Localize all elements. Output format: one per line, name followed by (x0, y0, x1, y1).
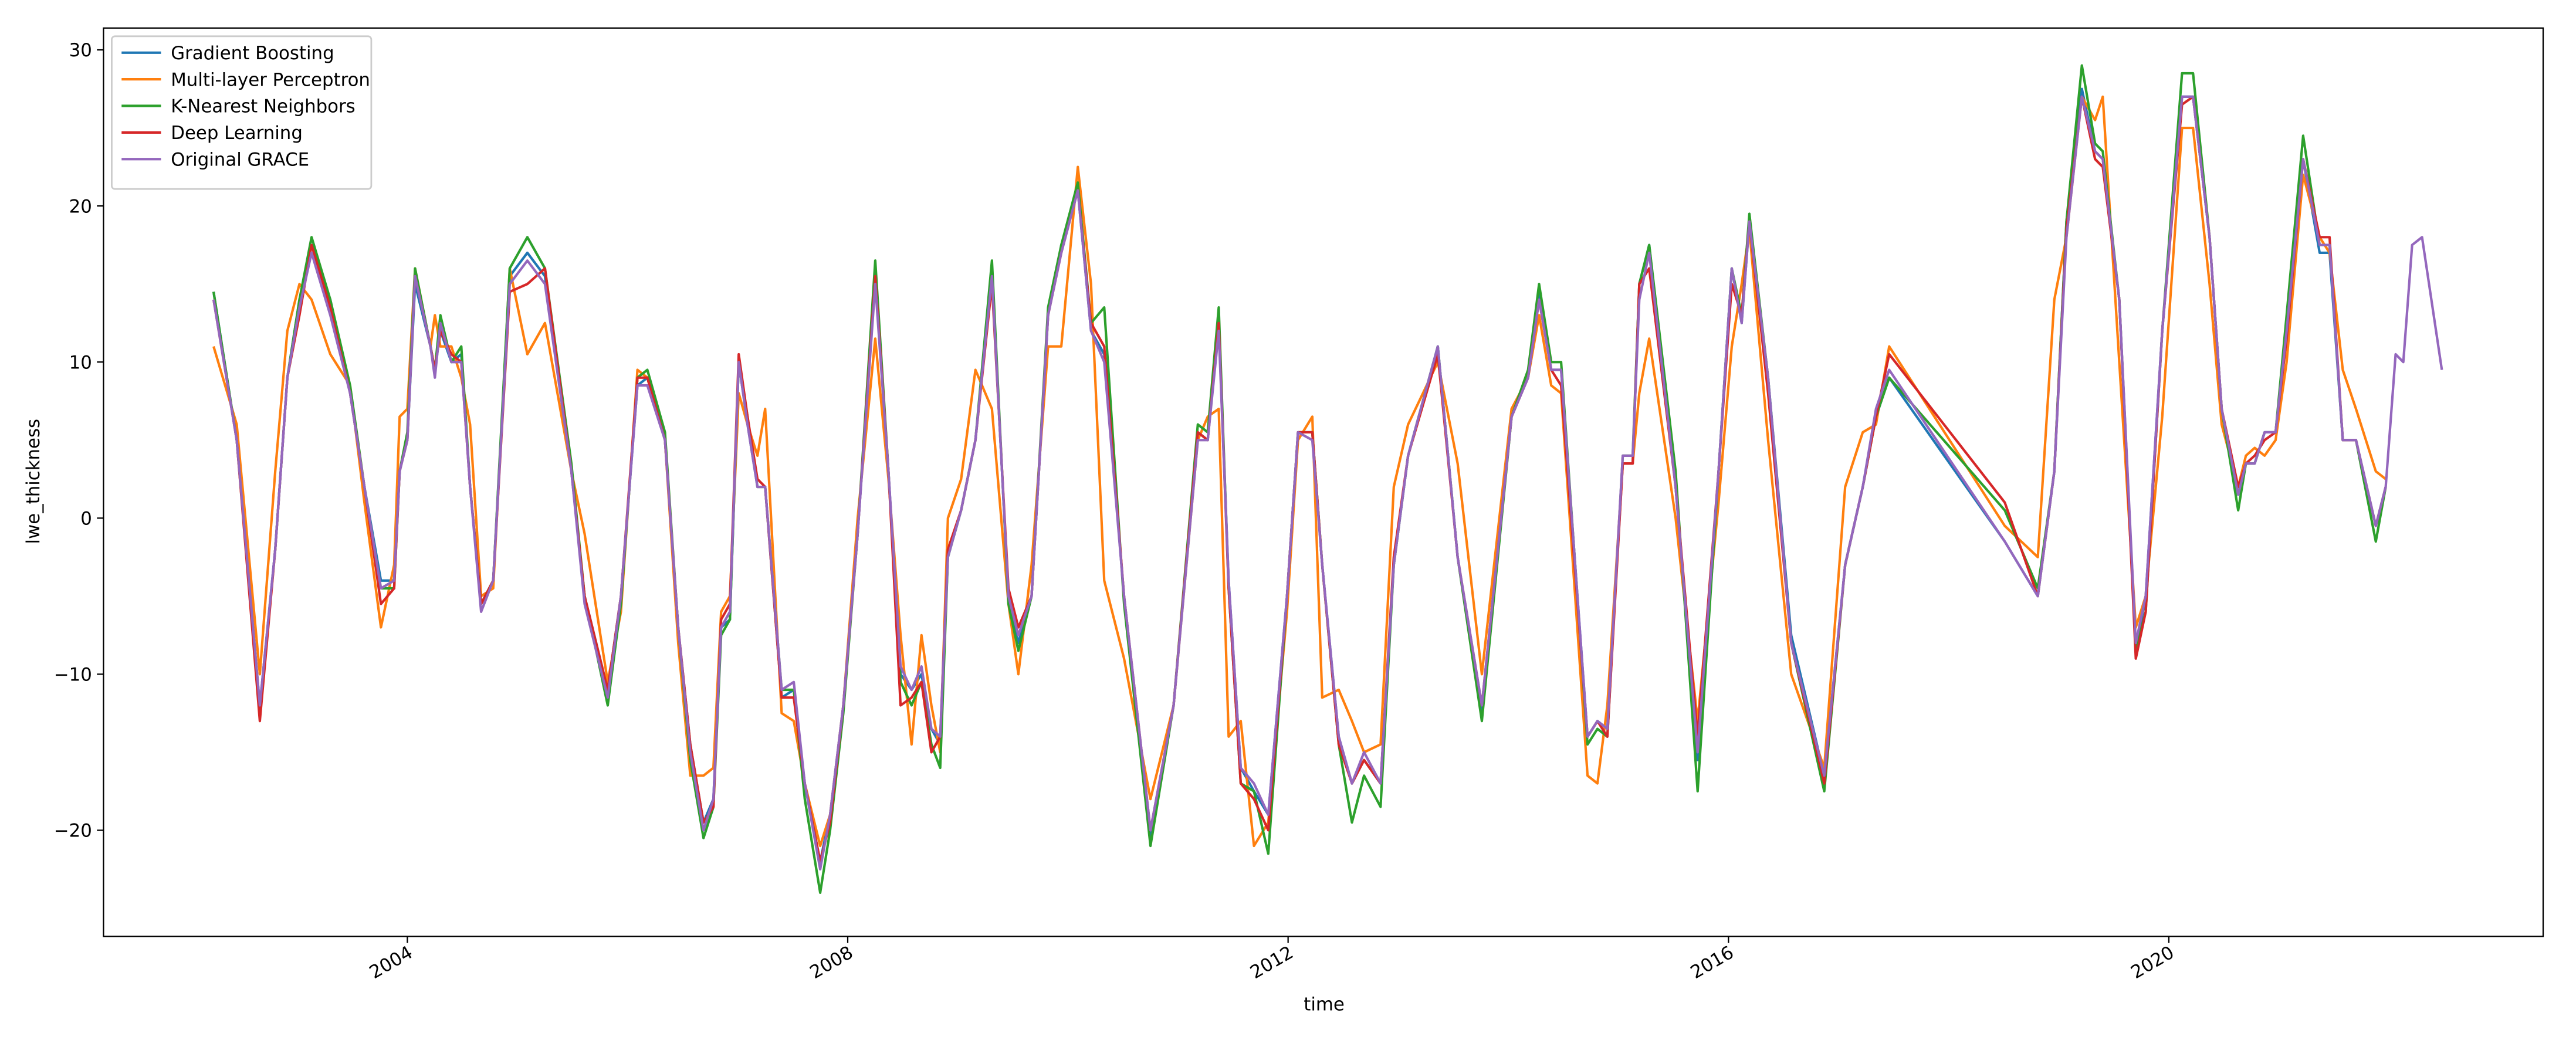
plot-frame (103, 27, 2544, 937)
y-tick-label: 10 (69, 352, 92, 373)
series-line (212, 95, 2443, 871)
legend-box (111, 35, 373, 190)
y-axis-label: lwe_thickness (23, 419, 44, 544)
legend-label: Original GRACE (171, 149, 309, 170)
y-tick-label: −20 (54, 821, 92, 842)
legend-label: K-Nearest Neighbors (171, 96, 355, 117)
y-tick-label: −10 (54, 665, 92, 686)
y-tick-label: 30 (69, 40, 92, 61)
y-tick-label: 0 (80, 508, 92, 529)
x-axis-label: time (1304, 994, 1345, 1015)
legend-label: Multi-layer Perceptron (171, 69, 370, 90)
legend-label: Gradient Boosting (171, 43, 334, 64)
legend-label: Deep Learning (171, 123, 303, 144)
y-tick-label: 20 (69, 196, 92, 217)
